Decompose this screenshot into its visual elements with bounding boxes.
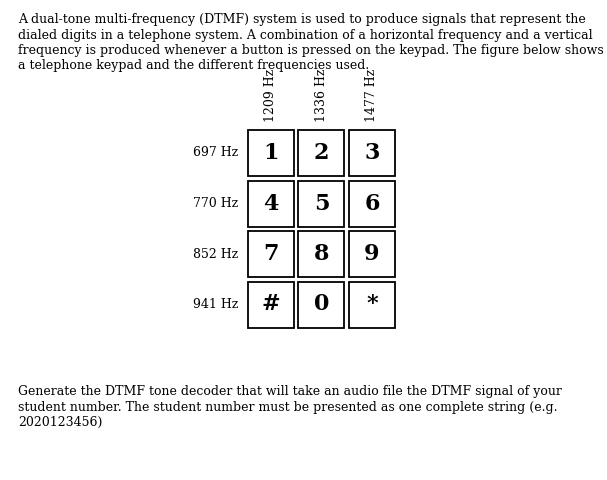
Text: 0: 0 — [314, 293, 329, 315]
Text: 7: 7 — [263, 243, 279, 265]
Text: 697 Hz: 697 Hz — [193, 146, 238, 159]
Text: student number. The student number must be presented as one complete string (e.g: student number. The student number must … — [18, 400, 557, 413]
Bar — [349, 281, 395, 327]
Bar — [248, 281, 294, 327]
Bar — [299, 180, 345, 227]
Text: Generate the DTMF tone decoder that will take an audio file the DTMF signal of y: Generate the DTMF tone decoder that will… — [18, 385, 562, 398]
Text: 2020123456): 2020123456) — [18, 416, 103, 429]
Text: 4: 4 — [263, 192, 279, 215]
Bar — [299, 231, 345, 277]
Bar — [349, 180, 395, 227]
Text: A dual-tone multi-frequency (DTMF) system is used to produce signals that repres: A dual-tone multi-frequency (DTMF) syste… — [18, 13, 586, 26]
Bar — [248, 180, 294, 227]
Text: 8: 8 — [314, 243, 329, 265]
Text: 5: 5 — [314, 192, 329, 215]
Bar — [299, 281, 345, 327]
Text: 6: 6 — [364, 192, 380, 215]
Text: a telephone keypad and the different frequencies used.: a telephone keypad and the different fre… — [18, 60, 369, 72]
Text: #: # — [262, 293, 280, 315]
Text: 1477 Hz: 1477 Hz — [365, 69, 379, 122]
Text: 3: 3 — [364, 142, 380, 164]
Text: dialed digits in a telephone system. A combination of a horizontal frequency and: dialed digits in a telephone system. A c… — [18, 28, 592, 41]
Text: 9: 9 — [364, 243, 380, 265]
Text: *: * — [366, 293, 378, 315]
Text: frequency is produced whenever a button is pressed on the keypad. The figure bel: frequency is produced whenever a button … — [18, 44, 604, 57]
Text: 1209 Hz: 1209 Hz — [265, 69, 277, 122]
Text: 941 Hz: 941 Hz — [192, 298, 238, 311]
Bar — [349, 130, 395, 176]
Text: 1336 Hz: 1336 Hz — [315, 69, 328, 122]
Text: 852 Hz: 852 Hz — [193, 248, 238, 261]
Bar — [248, 231, 294, 277]
Bar — [299, 130, 345, 176]
Bar — [349, 231, 395, 277]
Text: 2: 2 — [314, 142, 329, 164]
Text: 770 Hz: 770 Hz — [193, 197, 238, 210]
Bar — [248, 130, 294, 176]
Text: 1: 1 — [263, 142, 279, 164]
